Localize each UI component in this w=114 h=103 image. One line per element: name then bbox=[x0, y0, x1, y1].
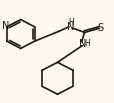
Text: S: S bbox=[97, 23, 103, 33]
Text: H: H bbox=[83, 39, 89, 48]
Text: N: N bbox=[78, 39, 85, 49]
Text: N: N bbox=[66, 22, 74, 32]
Text: H: H bbox=[67, 18, 73, 27]
Text: N: N bbox=[2, 21, 9, 31]
